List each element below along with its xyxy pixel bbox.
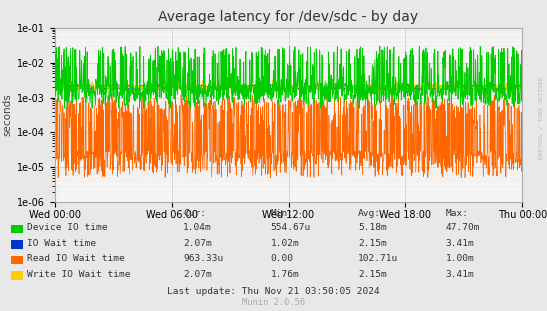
Text: 1.02m: 1.02m	[271, 239, 300, 248]
Text: 102.71u: 102.71u	[358, 254, 399, 263]
Text: 3.41m: 3.41m	[446, 270, 475, 279]
Y-axis label: seconds: seconds	[3, 94, 13, 137]
Text: Write IO Wait time: Write IO Wait time	[27, 270, 131, 279]
Text: Munin 2.0.56: Munin 2.0.56	[242, 298, 305, 307]
Text: Last update: Thu Nov 21 03:50:05 2024: Last update: Thu Nov 21 03:50:05 2024	[167, 287, 380, 296]
Text: 1.04m: 1.04m	[183, 223, 212, 232]
Text: Min:: Min:	[271, 209, 294, 218]
Text: 1.76m: 1.76m	[271, 270, 300, 279]
Title: Average latency for /dev/sdc - by day: Average latency for /dev/sdc - by day	[159, 10, 418, 24]
Text: 2.15m: 2.15m	[358, 239, 387, 248]
Text: 963.33u: 963.33u	[183, 254, 224, 263]
Text: 2.07m: 2.07m	[183, 239, 212, 248]
Text: 47.70m: 47.70m	[446, 223, 480, 232]
Text: Cur:: Cur:	[183, 209, 206, 218]
Text: Read IO Wait time: Read IO Wait time	[27, 254, 125, 263]
Text: 554.67u: 554.67u	[271, 223, 311, 232]
Text: 3.41m: 3.41m	[446, 239, 475, 248]
Text: Device IO time: Device IO time	[27, 223, 108, 232]
Text: RRDTOOL / TOBI OETIKER: RRDTOOL / TOBI OETIKER	[538, 77, 543, 160]
Text: 1.00m: 1.00m	[446, 254, 475, 263]
Text: 2.15m: 2.15m	[358, 270, 387, 279]
Text: 5.18m: 5.18m	[358, 223, 387, 232]
Text: Avg:: Avg:	[358, 209, 381, 218]
Text: IO Wait time: IO Wait time	[27, 239, 96, 248]
Text: Max:: Max:	[446, 209, 469, 218]
Text: 2.07m: 2.07m	[183, 270, 212, 279]
Text: 0.00: 0.00	[271, 254, 294, 263]
